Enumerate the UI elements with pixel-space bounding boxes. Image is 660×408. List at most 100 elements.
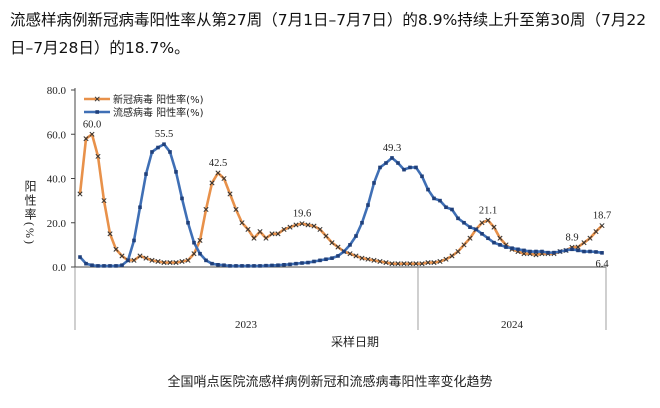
marker — [467, 235, 473, 241]
y-tick-label: 20.0 — [47, 218, 67, 230]
marker — [107, 231, 113, 237]
marker — [461, 242, 467, 248]
marker — [342, 249, 346, 254]
marker — [113, 246, 119, 252]
marker — [498, 243, 502, 247]
marker — [570, 247, 574, 252]
marker — [288, 262, 292, 267]
marker — [599, 223, 605, 229]
marker — [78, 255, 82, 259]
marker — [516, 247, 520, 252]
marker — [239, 220, 245, 226]
marker — [317, 226, 323, 232]
marker — [437, 258, 443, 265]
marker — [402, 167, 406, 172]
marker — [101, 198, 107, 204]
data-label: 18.7 — [593, 211, 611, 222]
marker — [269, 231, 275, 237]
marker — [354, 234, 358, 238]
marker — [126, 258, 130, 263]
marker — [228, 264, 232, 268]
marker — [108, 264, 112, 268]
marker — [264, 263, 268, 268]
marker — [216, 262, 220, 267]
marker — [233, 206, 239, 213]
marker — [371, 257, 377, 263]
y-tick-label: 40.0 — [47, 174, 67, 186]
marker — [323, 233, 329, 239]
marker — [588, 249, 592, 254]
marker — [215, 170, 221, 176]
marker — [335, 244, 341, 250]
marker — [263, 235, 269, 241]
marker — [311, 223, 317, 229]
marker — [89, 131, 95, 137]
data-label: 49.3 — [383, 143, 401, 154]
marker — [299, 221, 305, 227]
data-label: 8.9 — [565, 232, 578, 243]
marker — [119, 253, 125, 259]
caption: 全国哨点医院流感样病例新冠和流感病毒阳性率变化趋势 — [167, 374, 492, 390]
marker — [492, 240, 496, 245]
marker — [432, 196, 436, 201]
marker — [96, 264, 100, 268]
marker — [221, 175, 227, 182]
marker — [390, 156, 394, 160]
data-label: 19.6 — [293, 209, 311, 220]
series-line — [79, 142, 603, 268]
marker — [593, 229, 599, 235]
marker — [408, 165, 412, 170]
marker — [425, 260, 431, 266]
marker — [318, 258, 322, 263]
marker — [305, 222, 311, 228]
marker — [450, 207, 454, 212]
legend-marker — [95, 110, 99, 114]
marker — [594, 250, 598, 254]
marker — [336, 254, 340, 258]
marker — [564, 248, 568, 253]
marker — [353, 253, 359, 259]
marker — [324, 257, 328, 262]
marker — [395, 261, 401, 267]
marker — [540, 249, 544, 254]
year-label: 2023 — [235, 319, 258, 331]
marker — [444, 205, 448, 210]
marker — [77, 191, 83, 197]
marker — [168, 150, 172, 154]
y-tick-label: 80.0 — [47, 85, 67, 97]
marker — [245, 226, 251, 232]
marker — [377, 258, 383, 265]
marker — [149, 257, 155, 263]
marker — [252, 264, 256, 268]
marker — [191, 251, 197, 257]
marker — [462, 220, 466, 225]
marker — [600, 251, 604, 255]
marker — [389, 261, 395, 267]
marker — [528, 249, 532, 254]
marker — [407, 261, 413, 267]
marker — [161, 260, 167, 266]
marker — [491, 224, 497, 230]
marker — [384, 161, 388, 165]
marker — [83, 136, 89, 142]
marker — [576, 248, 580, 253]
legend-marker — [94, 96, 100, 102]
marker — [396, 161, 400, 165]
marker — [287, 224, 293, 230]
marker — [533, 252, 539, 258]
marker — [150, 150, 154, 154]
marker — [360, 220, 364, 225]
marker — [156, 145, 160, 150]
marker — [510, 246, 514, 250]
marker — [155, 258, 161, 265]
marker — [372, 181, 376, 185]
marker — [197, 237, 203, 244]
marker — [378, 165, 382, 170]
marker — [414, 165, 418, 170]
marker — [173, 260, 179, 266]
legend-label: 流感病毒 阳性率(%) — [113, 106, 204, 119]
marker — [426, 187, 430, 192]
marker — [84, 261, 88, 266]
